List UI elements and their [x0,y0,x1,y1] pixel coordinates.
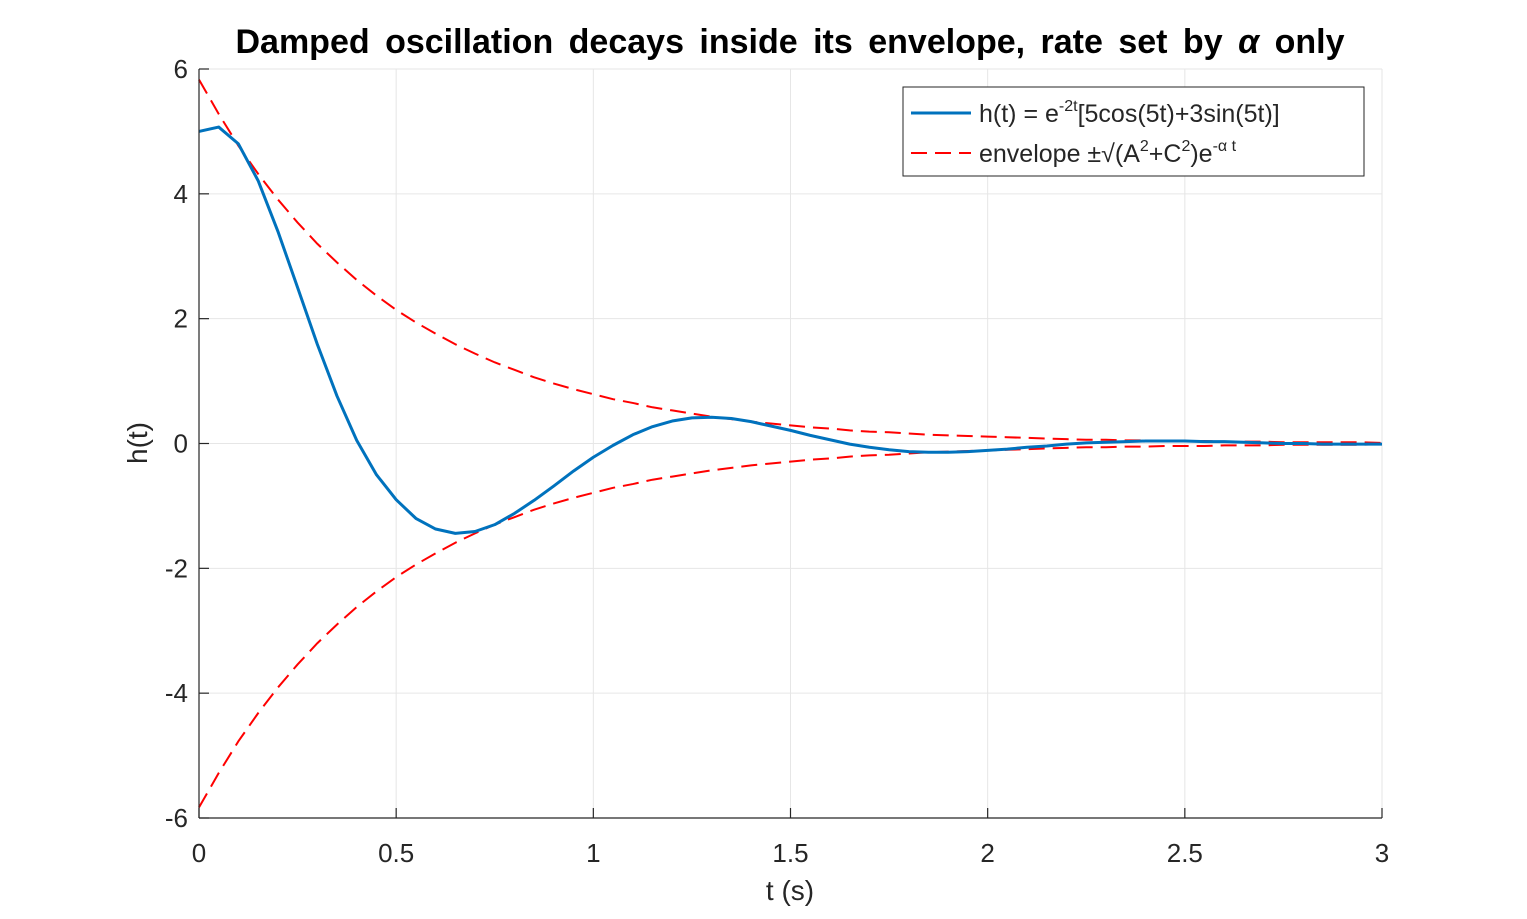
tick-labels: 0 0.5 1 1.5 2 2.5 3 -6 -4 -2 0 2 4 6 [165,54,1389,868]
chart-title: Damped oscillation decays inside its env… [235,23,1344,61]
x-tick-label-0: 0 [192,838,206,868]
y-tick-label-5: 4 [174,179,188,209]
legend-entry-response: h(t) = e-2t[5cos(5t)+3sin(5t)] [979,98,1280,128]
y-tick-label-3: 0 [174,429,188,459]
legend: h(t) = e-2t[5cos(5t)+3sin(5t)] envelope … [902,86,1365,177]
y-tick-label-6: 6 [174,54,188,84]
series-layer [198,79,1383,808]
x-tick-label-1: 0.5 [378,838,414,868]
envelope-lower-line [198,443,1383,808]
legend-entry-envelope: envelope ±√(A2+C2)e-α t [979,138,1237,168]
y-tick-label-0: -6 [165,803,188,833]
y-tick-label-1: -4 [165,678,188,708]
x-tick-label-4: 2 [980,838,994,868]
x-tick-label-5: 2.5 [1167,838,1203,868]
legend-box [902,86,1365,177]
x-tick-label-6: 3 [1375,838,1389,868]
y-tick-label-4: 2 [174,304,188,334]
y-tick-label-2: -2 [165,553,188,583]
axes [198,68,1383,819]
response-line [198,125,1382,535]
x-axis-label: t (s) [766,875,814,906]
y-axis-label: h(t) [122,422,153,464]
x-tick-label-3: 1.5 [772,838,808,868]
x-tick-label-2: 1 [586,838,600,868]
